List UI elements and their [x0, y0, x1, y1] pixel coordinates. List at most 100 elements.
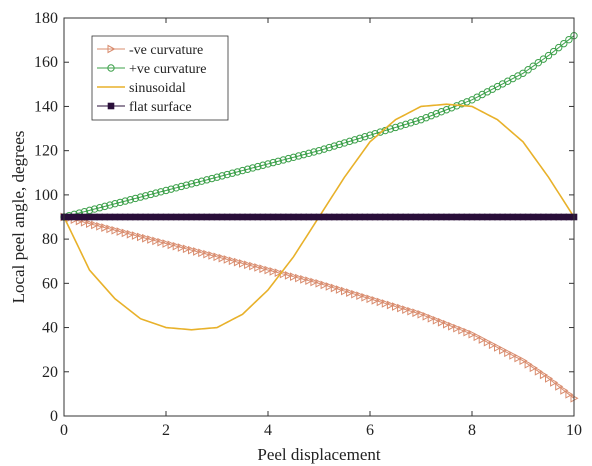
- data-point: [442, 106, 451, 114]
- data-point: [177, 182, 186, 191]
- data-point: [437, 317, 446, 327]
- data-point: [555, 382, 564, 391]
- data-point: [243, 165, 252, 173]
- y-tick-label: 180: [34, 10, 58, 27]
- data-point: [494, 343, 503, 352]
- data-point: [254, 263, 263, 272]
- data-point: [320, 280, 329, 290]
- data-point: [187, 180, 196, 188]
- data-point: [101, 202, 109, 211]
- data-point: [545, 374, 554, 383]
- data-point: [249, 261, 258, 271]
- data-point: [432, 315, 441, 325]
- data-point: [514, 353, 523, 363]
- data-point: [320, 145, 328, 153]
- data-point: [422, 114, 430, 122]
- data-point: [208, 174, 216, 183]
- data-point: [259, 264, 268, 274]
- data-point: [356, 134, 364, 142]
- data-point: [162, 239, 171, 248]
- data-point: [244, 260, 253, 270]
- data-point: [295, 273, 304, 283]
- data-point: [463, 98, 471, 106]
- data-point: [162, 186, 170, 195]
- data-point: [86, 219, 95, 228]
- legend-swatch-marker: [107, 44, 116, 54]
- data-point: [254, 162, 262, 171]
- data-point: [142, 233, 151, 243]
- data-point: [412, 308, 421, 318]
- data-point: [499, 345, 508, 355]
- series-1: [60, 212, 579, 403]
- legend-item: sinusoidal: [97, 81, 186, 96]
- data-point: [90, 205, 99, 213]
- data-point: [565, 389, 574, 399]
- data-point: [463, 327, 472, 337]
- data-point: [167, 185, 175, 193]
- data-point: [147, 190, 155, 199]
- y-tick-label: 60: [42, 275, 58, 292]
- data-point: [432, 110, 440, 118]
- data-point: [233, 168, 242, 176]
- data-point: [106, 201, 114, 209]
- data-point: [198, 248, 207, 258]
- data-point: [550, 378, 559, 387]
- y-tick-label: 20: [42, 364, 58, 381]
- data-point: [376, 297, 385, 307]
- data-point: [218, 253, 227, 263]
- legend-item: +ve curvature: [97, 62, 206, 77]
- data-point: [131, 194, 140, 203]
- legend-label: sinusoidal: [129, 81, 186, 96]
- data-point: [351, 136, 359, 144]
- data-point: [519, 69, 527, 77]
- x-axis-label: Peel displacement: [257, 445, 380, 464]
- x-tick-label: 4: [264, 422, 272, 439]
- data-point: [192, 178, 201, 187]
- data-point: [284, 271, 293, 280]
- data-point: [218, 172, 226, 180]
- data-point: [274, 268, 283, 278]
- y-tick-label: 140: [34, 98, 58, 115]
- data-point: [330, 283, 339, 293]
- legend-swatch-marker: [107, 102, 115, 110]
- data-point: [172, 241, 181, 251]
- data-point: [427, 313, 436, 323]
- data-point: [279, 156, 287, 164]
- data-point: [239, 259, 248, 268]
- legend-label: -ve curvature: [129, 43, 203, 58]
- data-point: [366, 294, 375, 304]
- data-point: [233, 257, 242, 267]
- x-tick-label: 8: [468, 422, 476, 439]
- data-point: [534, 58, 542, 67]
- data-point: [249, 164, 257, 172]
- data-point: [177, 243, 186, 252]
- data-point: [381, 299, 390, 308]
- data-point: [228, 169, 237, 177]
- data-point: [356, 291, 365, 301]
- data-point: [473, 332, 482, 342]
- y-tick-label: 0: [50, 408, 58, 425]
- legend-label: +ve curvature: [129, 62, 206, 77]
- data-point: [376, 128, 384, 136]
- data-point: [96, 204, 104, 212]
- data-point: [198, 177, 206, 185]
- data-point: [422, 311, 431, 321]
- data-point: [453, 323, 462, 333]
- data-point: [213, 173, 221, 181]
- data-point: [289, 153, 298, 162]
- legend-swatch-marker: [107, 64, 115, 72]
- data-point: [310, 148, 318, 156]
- data-point: [488, 340, 497, 350]
- data-point: [141, 192, 150, 200]
- data-point: [121, 228, 130, 238]
- data-point: [539, 370, 548, 380]
- x-tick-label: 2: [162, 422, 170, 439]
- data-point: [284, 154, 293, 163]
- data-point: [407, 306, 416, 316]
- data-point: [213, 252, 222, 262]
- data-point: [91, 220, 100, 230]
- data-point: [351, 289, 360, 299]
- series-2: [60, 31, 578, 221]
- data-point: [274, 157, 282, 165]
